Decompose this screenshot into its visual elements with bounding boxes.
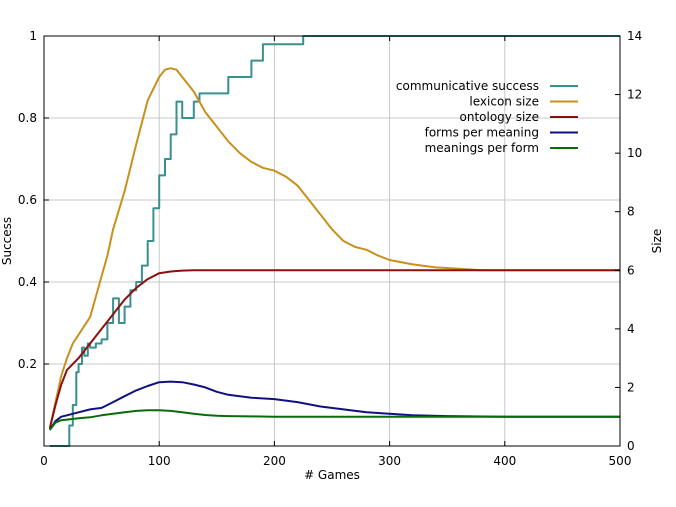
x-tick-label: 200 — [263, 454, 286, 468]
left-y-tick-label: 0.6 — [18, 193, 37, 207]
series-line-meanings-per-form — [49, 409, 620, 431]
series-line-ontology-size — [48, 269, 620, 429]
series-line-communicative-success — [49, 35, 620, 447]
series-line-forms-per-meaning — [48, 380, 620, 431]
right-y-axis-title: Size — [650, 229, 664, 254]
legend-label-meanings-per-form: meanings per form — [425, 141, 539, 155]
series-group — [48, 35, 620, 447]
x-tick-label: 400 — [493, 454, 516, 468]
x-tick-label: 100 — [148, 454, 171, 468]
right-y-tick-label: 8 — [627, 205, 635, 219]
x-tick-label: 500 — [609, 454, 632, 468]
x-tick-label: 300 — [378, 454, 401, 468]
legend-label-communicative-success: communicative success — [396, 79, 539, 93]
legend-label-ontology-size: ontology size — [460, 110, 539, 124]
right-y-tick-label: 10 — [627, 146, 642, 160]
right-y-tick-label: 2 — [627, 380, 635, 394]
left-y-tick-label: 0.8 — [18, 111, 37, 125]
x-axis-title: # Games — [304, 468, 360, 482]
right-y-tick-label: 12 — [627, 88, 642, 102]
plot-frame — [43, 35, 621, 447]
right-y-tick-label: 14 — [627, 29, 642, 43]
left-y-tick-label: 0.2 — [18, 357, 37, 371]
legend-label-lexicon-size: lexicon size — [469, 95, 539, 109]
left-y-tick-label: 0.4 — [18, 275, 37, 289]
right-y-tick-label: 0 — [627, 439, 635, 453]
x-tick-label: 0 — [40, 454, 48, 468]
legend-label-forms-per-meaning: forms per meaning — [425, 126, 539, 140]
left-y-axis-title: Success — [0, 217, 14, 265]
series-line-lexicon-size — [48, 67, 620, 429]
left-y-tick-label: 1 — [29, 29, 37, 43]
right-y-tick-label: 6 — [627, 263, 635, 277]
legend: communicative success lexicon sizeontolog… — [396, 79, 578, 155]
right-y-tick-label: 4 — [627, 322, 635, 336]
